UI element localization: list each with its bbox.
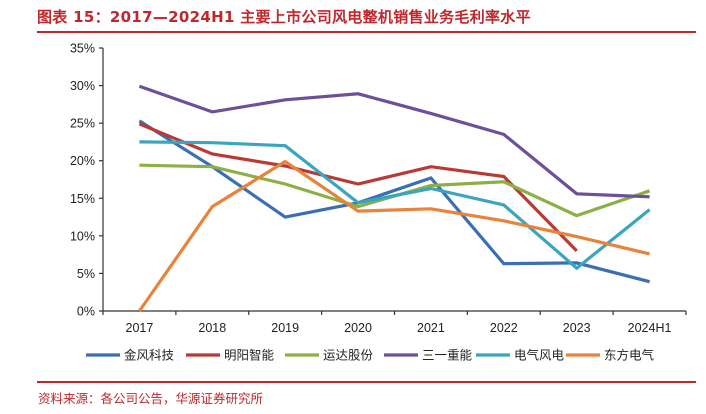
source-divider — [37, 381, 696, 383]
data-point — [211, 152, 214, 155]
data-point — [284, 144, 287, 147]
data-point — [648, 195, 651, 198]
data-point — [211, 205, 214, 208]
axes: 0% 5% 10% 15% 20% 25% 30% 35% 2017 2018 2019 2020 20… — [70, 42, 687, 335]
data-point — [357, 92, 360, 95]
data-point — [575, 267, 578, 270]
data-point — [502, 180, 505, 183]
legend-label: 东方电气 — [604, 348, 655, 363]
legend: 金风科技 明阳智能 运达股份 三一重能 电气风电 东方电气 — [86, 348, 655, 363]
data-point — [648, 280, 651, 283]
data-point — [648, 189, 651, 192]
data-point — [429, 207, 432, 210]
x-tick-label: 2024H1 — [628, 321, 672, 335]
data-point — [429, 112, 432, 115]
data-point — [211, 165, 214, 168]
x-tick-label: 2019 — [271, 321, 299, 335]
legend-label: 三一重能 — [422, 348, 473, 363]
y-tick-label: 30% — [70, 79, 95, 93]
data-point — [138, 85, 141, 88]
data-point — [575, 235, 578, 238]
series-lines — [138, 84, 651, 313]
legend-label: 明阳智能 — [224, 348, 275, 363]
data-point — [284, 216, 287, 219]
x-tick-label: 2023 — [563, 321, 591, 335]
data-point — [429, 184, 432, 187]
data-point — [211, 141, 214, 144]
data-point — [575, 214, 578, 217]
data-point — [357, 201, 360, 204]
legend-label: 金风科技 — [124, 348, 175, 363]
data-point — [138, 140, 141, 143]
series-line-6 — [138, 159, 650, 312]
y-tick-label: 35% — [70, 42, 95, 56]
data-point — [502, 175, 505, 178]
data-point — [138, 310, 141, 313]
data-point — [502, 204, 505, 207]
chart-title: 图表 15：2017—2024H1 主要上市公司风电整机销售业务毛利率水平 — [37, 8, 531, 26]
data-point — [575, 192, 578, 195]
y-tick-label: 10% — [70, 229, 95, 243]
x-tick-label: 2017 — [126, 321, 154, 335]
y-tick-label: 15% — [70, 192, 95, 206]
data-point — [357, 183, 360, 186]
y-tick-label: 25% — [70, 117, 95, 131]
data-point — [211, 110, 214, 113]
data-point — [575, 261, 578, 264]
series-line-5 — [139, 140, 651, 271]
data-point — [284, 164, 287, 167]
source-note: 资料来源：各公司公告，华源证券研究所 — [38, 391, 264, 406]
data-point — [502, 262, 505, 265]
data-point — [648, 252, 651, 255]
y-tick-label: 20% — [70, 154, 95, 168]
data-point — [648, 208, 651, 211]
data-point — [284, 160, 287, 163]
data-point — [502, 133, 505, 136]
data-point — [138, 119, 141, 122]
data-point — [284, 183, 287, 186]
x-tick-label: 2021 — [417, 321, 445, 335]
x-tick-label: 2022 — [490, 321, 518, 335]
data-point — [357, 205, 360, 208]
x-tick-label: 2020 — [344, 321, 372, 335]
title-divider — [37, 31, 696, 33]
y-tick-label: 5% — [77, 267, 95, 281]
legend-label: 电气风电 — [514, 348, 565, 363]
data-point — [284, 98, 287, 101]
x-tick-label: 2018 — [198, 321, 226, 335]
data-point — [575, 249, 578, 252]
data-point — [429, 165, 432, 168]
data-point — [138, 122, 141, 125]
data-point — [502, 219, 505, 222]
series-line-2 — [138, 122, 578, 253]
legend-label: 运达股份 — [323, 348, 374, 363]
data-point — [138, 164, 141, 167]
y-tick-label: 0% — [77, 305, 95, 319]
data-point — [429, 176, 432, 179]
series-line-1 — [138, 119, 650, 284]
series-line-4 — [138, 84, 650, 199]
data-point — [357, 210, 360, 213]
data-point — [429, 187, 432, 190]
